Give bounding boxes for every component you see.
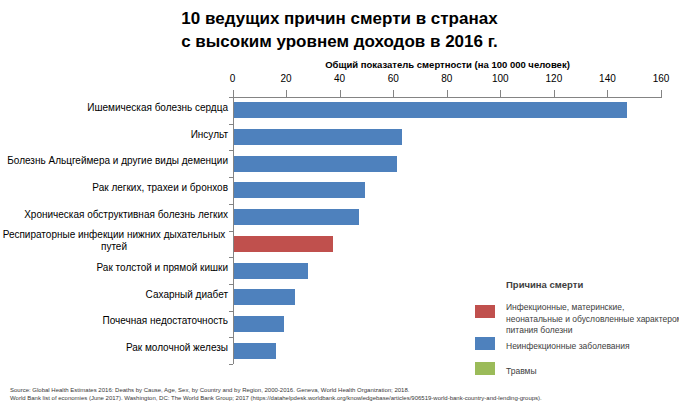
category-label: Ишемическая болезнь сердца [0,95,228,122]
x-tick-mark [554,90,555,97]
y-tick-mark [229,204,233,205]
bar [234,316,285,332]
bar [234,156,397,172]
x-tick-label: 40 [334,73,345,84]
legend-swatch [475,305,495,318]
y-tick-mark [229,284,233,285]
x-tick-label: 20 [281,73,292,84]
category-label: Респираторные инфекции нижних дыхательны… [0,228,228,255]
y-tick-mark [229,364,233,365]
chart-title-line-2: с высоким уровнем доходов в 2016 г. [0,30,679,53]
legend-swatch [475,337,495,350]
y-tick-mark [229,150,233,151]
x-tick-label: 100 [492,73,509,84]
legend-label: Инфекционные, материнские, неонатальные … [506,302,679,337]
legend-title: Причина смерти [506,279,583,290]
legend-label: Неинфекционные заболевания [506,341,630,353]
x-tick-label: 80 [441,73,452,84]
bar [234,343,277,359]
x-tick-mark [286,90,287,97]
category-label: Сахарный диабет [0,281,228,308]
source-line-2: World Bank list of economies (June 2017)… [10,394,542,402]
source-line-1: Source: Global Health Estimates 2016: De… [10,386,409,394]
x-tick-label: 140 [599,73,616,84]
category-label: Болезнь Альцгеймера и другие виды деменц… [0,148,228,175]
chart-title: 10 ведущих причин смерти в странах с выс… [0,7,679,53]
y-tick-mark [229,124,233,125]
category-label: Почечная недостаточность [0,308,228,335]
x-axis-title: Общий показатель смертности (на 100 000 … [233,59,662,70]
x-tick-label: 120 [546,73,563,84]
x-tick-mark [233,90,234,97]
chart-title-line-1: 10 ведущих причин смерти в странах [0,7,679,30]
category-label-text: Рак молочной железы [126,342,228,354]
legend-item: Инфекционные, материнские, неонатальные … [475,302,679,337]
bar [234,236,333,252]
category-label-text: Ишемическая болезнь сердца [87,102,228,114]
x-tick-label: 160 [653,73,670,84]
y-tick-mark [229,177,233,178]
category-label: Рак молочной железы [0,335,228,362]
x-tick-mark [607,90,608,97]
y-tick-mark [229,311,233,312]
category-label-text: Сахарный диабет [146,289,228,301]
legend-item: Неинфекционные заболевания [475,337,630,353]
y-tick-mark [229,337,233,338]
x-tick-mark [447,90,448,97]
category-label: Рак легких, трахеи и бронхов [0,175,228,202]
category-label-text: Респираторные инфекции нижних дыхательны… [0,229,228,253]
y-tick-mark [229,231,233,232]
category-label-text: Болезнь Альцгеймера и другие виды деменц… [7,155,228,167]
y-tick-mark [229,257,233,258]
category-label-text: Рак легких, трахеи и бронхов [92,182,228,194]
category-label: Инсульт [0,121,228,148]
category-label: Рак толстой и прямой кишки [0,255,228,282]
category-label-text: Хроническая обструктивная болезнь легких [24,209,228,221]
bar [234,102,628,118]
x-tick-mark [393,90,394,97]
y-tick-mark [229,97,233,98]
category-label-text: Рак толстой и прямой кишки [97,262,228,274]
x-tick-mark [661,90,662,97]
bar [234,289,296,305]
legend-item: Травмы [475,362,537,378]
bar [234,182,365,198]
legend-label: Травмы [506,366,537,378]
x-axis-line [233,97,663,98]
bar [234,209,360,225]
category-label-text: Почечная недостаточность [103,315,228,327]
x-tick-label: 0 [230,73,236,84]
bar [234,263,309,279]
category-label-text: Инсульт [191,129,228,141]
bar-chart: 10 ведущих причин смерти в странах с выс… [0,0,679,420]
category-label: Хроническая обструктивная болезнь легких [0,201,228,228]
legend-swatch [475,362,495,375]
x-tick-label: 60 [388,73,399,84]
bar [234,129,403,145]
x-tick-mark [340,90,341,97]
x-tick-mark [500,90,501,97]
